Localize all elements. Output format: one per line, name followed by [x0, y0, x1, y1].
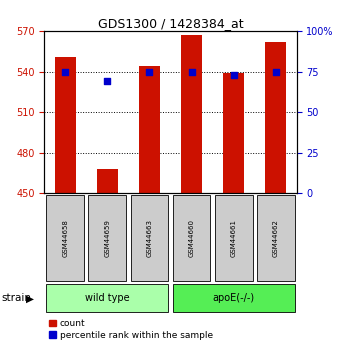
Bar	[139, 66, 160, 193]
FancyBboxPatch shape	[173, 284, 295, 313]
Text: GSM44659: GSM44659	[104, 219, 110, 257]
Bar	[265, 42, 286, 193]
Text: GSM44662: GSM44662	[273, 219, 279, 257]
Title: GDS1300 / 1428384_at: GDS1300 / 1428384_at	[98, 17, 243, 30]
FancyBboxPatch shape	[215, 195, 253, 281]
Legend: count, percentile rank within the sample: count, percentile rank within the sample	[49, 319, 213, 340]
Bar	[55, 57, 76, 193]
FancyBboxPatch shape	[131, 195, 168, 281]
FancyBboxPatch shape	[46, 195, 84, 281]
Point	[273, 69, 278, 74]
Text: strain: strain	[2, 294, 32, 303]
Text: apoE(-/-): apoE(-/-)	[212, 294, 255, 303]
Text: wild type: wild type	[85, 294, 130, 303]
Text: GSM44660: GSM44660	[189, 219, 194, 257]
Point	[147, 69, 152, 74]
Bar	[223, 73, 244, 193]
FancyBboxPatch shape	[89, 195, 127, 281]
Point	[63, 69, 68, 74]
FancyBboxPatch shape	[173, 195, 210, 281]
Text: GSM44663: GSM44663	[147, 219, 152, 257]
Point	[189, 69, 194, 74]
Bar	[97, 169, 118, 193]
Point	[231, 72, 236, 78]
Text: GSM44658: GSM44658	[62, 219, 68, 257]
Text: ▶: ▶	[26, 294, 33, 303]
FancyBboxPatch shape	[257, 195, 295, 281]
Text: GSM44661: GSM44661	[231, 219, 237, 257]
Point	[105, 79, 110, 84]
FancyBboxPatch shape	[46, 284, 168, 313]
Bar	[181, 35, 202, 193]
